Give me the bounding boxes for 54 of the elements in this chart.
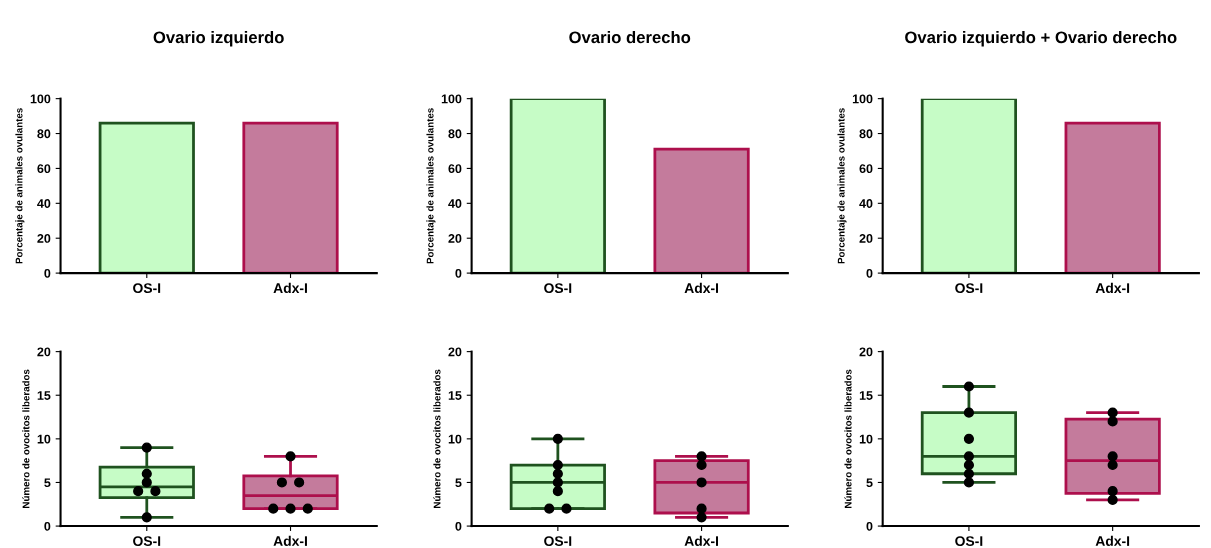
x-tick-label: Adx-I <box>684 282 719 294</box>
y-tick-label: 20 <box>859 347 873 357</box>
y-tick-label: 100 <box>852 94 873 104</box>
y-axis-title: Porcentaje de animales ovulantes <box>837 108 847 264</box>
x-tick-label: Adx-I <box>1095 282 1130 294</box>
y-tick-label: 80 <box>859 129 873 139</box>
y-tick-label: 5 <box>866 478 873 488</box>
y-tick-label: 100 <box>441 94 462 104</box>
y-tick-label: 0 <box>455 521 462 531</box>
y-axis-title: Porcentaje de animales ovulantes <box>426 108 436 264</box>
y-tick-label: 20 <box>448 234 462 243</box>
y-axis-title: Número de ovocitos liberados <box>433 369 441 508</box>
chart-title: Ovario derecho <box>569 31 691 44</box>
x-tick-label: Adx-I <box>684 535 719 546</box>
y-tick-label: 10 <box>37 434 51 444</box>
chart-title: Ovario izquierdo + Ovario derecho <box>905 31 1177 47</box>
x-tick-label: OS-I <box>133 283 161 294</box>
x-tick-label: OS-I <box>133 536 161 546</box>
chart-title: Ovario izquierdo <box>153 31 284 47</box>
x-tick-label: OS-I <box>544 283 572 294</box>
x-tick-label: OS-I <box>955 536 983 546</box>
y-tick-label: 0 <box>44 521 51 531</box>
y-tick-label: 80 <box>448 129 462 139</box>
y-tick-label: 10 <box>448 434 462 444</box>
x-tick-label: OS-I <box>955 283 983 294</box>
y-tick-label: 80 <box>37 129 51 139</box>
y-tick-label: 40 <box>859 199 873 208</box>
y-tick-label: 60 <box>859 164 873 174</box>
y-tick-label: 20 <box>859 234 873 243</box>
y-axis-title: Número de ovocitos liberados <box>22 369 30 508</box>
y-tick-label: 0 <box>44 268 51 278</box>
y-tick-label: 15 <box>37 391 51 400</box>
y-tick-label: 5 <box>44 478 51 488</box>
y-axis-title: Número de ovocitos liberados <box>844 369 852 508</box>
x-tick-label: Adx-I <box>273 282 307 294</box>
y-tick-label: 40 <box>448 199 462 208</box>
x-tick-label: Adx-I <box>1095 535 1130 546</box>
y-tick-label: 15 <box>448 391 462 400</box>
y-tick-label: 0 <box>455 268 462 278</box>
x-tick-label: Adx-I <box>273 535 307 546</box>
y-tick-label: 0 <box>866 521 873 531</box>
x-tick-label: OS-I <box>544 536 572 546</box>
y-tick-label: 0 <box>866 268 873 278</box>
y-axis-title: Porcentaje de animales ovulantes <box>15 108 25 264</box>
y-tick-label: 20 <box>37 347 51 357</box>
y-tick-label: 5 <box>455 478 462 488</box>
y-tick-label: 15 <box>859 391 873 400</box>
y-tick-label: 60 <box>37 164 51 174</box>
y-tick-label: 60 <box>448 164 462 174</box>
y-tick-label: 100 <box>30 94 51 104</box>
y-tick-label: 20 <box>448 347 462 357</box>
y-tick-label: 20 <box>37 234 51 243</box>
y-tick-label: 10 <box>859 434 873 444</box>
y-tick-label: 40 <box>37 199 51 208</box>
